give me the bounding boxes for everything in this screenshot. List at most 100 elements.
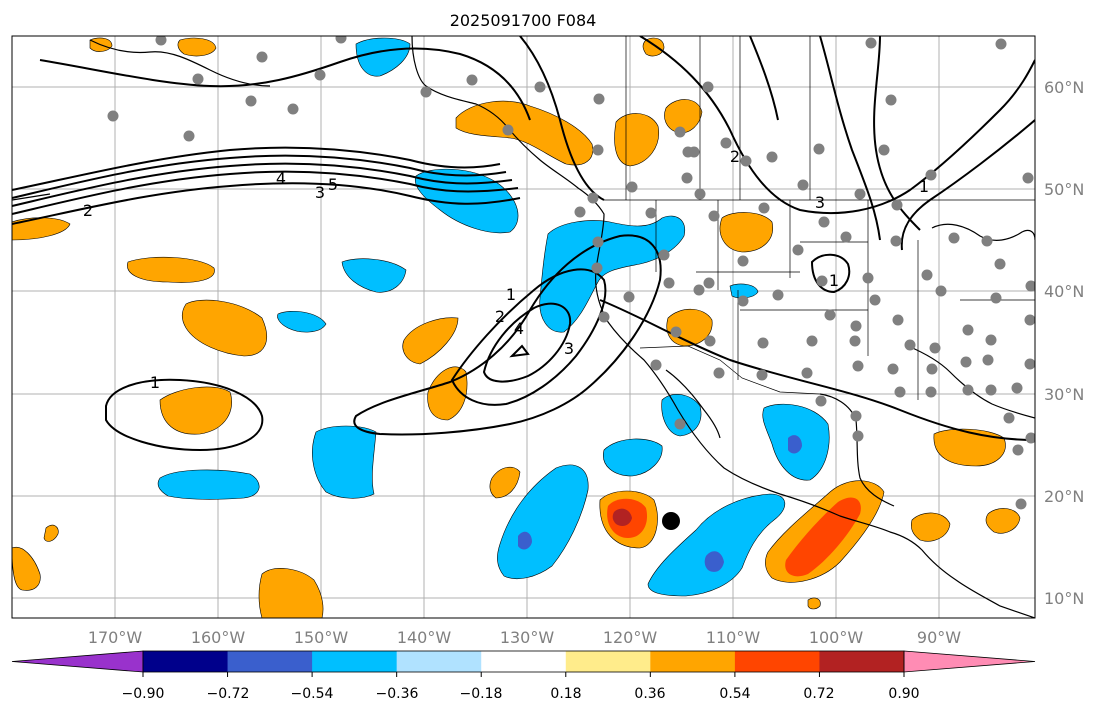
colorbar-tick-label: −0.90: [122, 686, 165, 702]
station-dot: [806, 335, 818, 347]
station-dot: [192, 73, 204, 85]
map-frame: [11, 35, 1036, 619]
fill-neg: [414, 168, 519, 234]
station-dot: [713, 367, 725, 379]
station-dot: [574, 206, 586, 218]
station-dot: [891, 199, 903, 211]
station-dot: [592, 144, 604, 156]
station-dot: [466, 74, 478, 86]
colorbar-segment: [734, 651, 820, 672]
contour-label: 2: [495, 307, 505, 326]
station-dot: [626, 181, 638, 193]
station-dot: [245, 95, 257, 107]
station-dot: [737, 295, 749, 307]
fill-neg: [603, 438, 663, 477]
station-dot: [756, 369, 768, 381]
station-dot: [885, 94, 897, 106]
lon-label: 90°W: [917, 628, 961, 647]
fill-neg: [157, 469, 260, 500]
station-dot: [962, 384, 974, 396]
station-dot: [757, 337, 769, 349]
colorbar-segment: [819, 651, 905, 672]
station-dot: [314, 69, 326, 81]
station-dot: [792, 244, 804, 256]
fill-pos: [127, 256, 215, 283]
station-dot: [948, 232, 960, 244]
colorbar-tick-label: 0.54: [719, 686, 750, 702]
station-dot: [990, 292, 1002, 304]
station-dot: [892, 314, 904, 326]
station-dot: [592, 236, 604, 248]
contour-label: 4: [514, 319, 524, 338]
contour-label: 3: [815, 193, 825, 212]
contours: [12, 36, 1035, 452]
fill-pos: [177, 37, 217, 57]
station-dot: [850, 320, 862, 332]
colorbar-tick-label: 0.72: [803, 686, 834, 702]
station-dot: [674, 418, 686, 430]
colorbar-tick-label: 0.36: [634, 686, 665, 702]
lon-label: 140°W: [397, 628, 452, 647]
station-dot: [962, 324, 974, 336]
station-dot: [688, 146, 700, 158]
contour-line: [12, 182, 521, 225]
station-dot: [865, 37, 877, 49]
fill-pos: [719, 212, 773, 253]
station-dot: [534, 81, 546, 93]
station-dot: [1025, 280, 1035, 292]
contour-label: 5: [328, 175, 338, 194]
station-dot: [703, 277, 715, 289]
fill-pos: [181, 299, 267, 357]
strong-negative-fills: [518, 435, 802, 572]
station-dot: [587, 192, 599, 204]
station-dot: [1024, 314, 1035, 326]
station-dot: [1025, 432, 1035, 444]
contour-line: [509, 344, 530, 358]
station-dot: [921, 269, 933, 281]
station-dot: [1011, 382, 1023, 394]
station-dot: [420, 86, 432, 98]
station-dot: [650, 359, 662, 371]
station-dot: [935, 285, 947, 297]
colorbar-tick-label: −0.72: [207, 686, 250, 702]
station-dot: [890, 235, 902, 247]
station-dot: [737, 255, 749, 267]
contour-label: 1: [919, 177, 929, 196]
colorbar-extend-high: [903, 650, 1036, 673]
station-dot: [994, 258, 1006, 270]
station-dot: [593, 93, 605, 105]
station-dot: [840, 231, 852, 243]
colorbar-outline: [142, 650, 905, 673]
contour-line: [482, 302, 572, 383]
fill-pos: [12, 217, 71, 241]
fill-pos: [455, 100, 594, 166]
lon-label: 100°W: [809, 628, 864, 647]
station-dot: [852, 430, 864, 442]
fill-neg: [355, 37, 411, 77]
great-lakes-outline: [931, 223, 1035, 241]
contour-line: [105, 378, 264, 452]
lat-label: 40°N: [1044, 282, 1084, 301]
station-dot: [772, 289, 784, 301]
station-dot: [107, 110, 119, 122]
station-dot: [849, 335, 861, 347]
fill-neg: [277, 311, 327, 333]
colorbar-extend-low: [11, 650, 144, 673]
fill-pos: [985, 508, 1021, 534]
station-dot: [758, 202, 770, 214]
contour-line: [900, 119, 1035, 251]
fill-pos: [258, 568, 324, 618]
lat-label: 50°N: [1044, 180, 1084, 199]
colorbar-tick-label: 0.90: [888, 686, 919, 702]
contour-line: [599, 299, 1035, 441]
aleutian-outline: [12, 193, 51, 201]
station-dot: [708, 210, 720, 222]
contour-label: 3: [315, 183, 325, 202]
station-dot: [663, 277, 675, 289]
colorbar-ticks: [142, 672, 905, 677]
fill-pos: [614, 113, 659, 167]
lat-label: 10°N: [1044, 589, 1084, 608]
contour-label: 1: [506, 285, 516, 304]
station-dot: [645, 207, 657, 219]
